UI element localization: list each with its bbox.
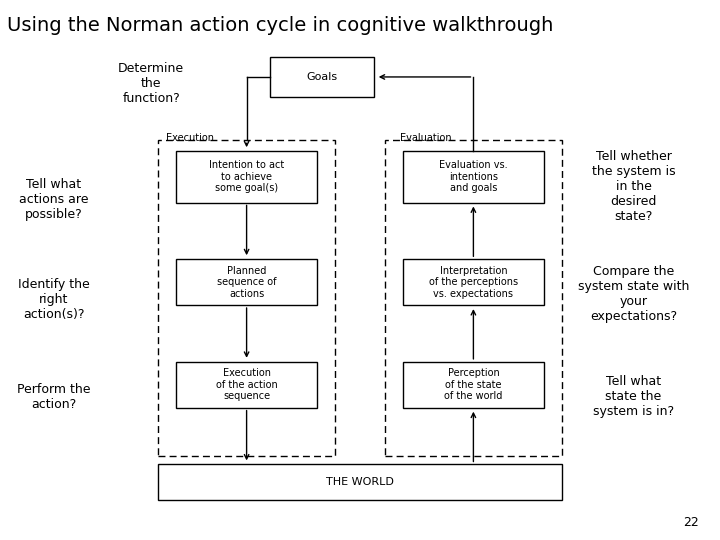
FancyBboxPatch shape	[403, 362, 544, 408]
Text: Execution: Execution	[166, 133, 214, 143]
FancyBboxPatch shape	[176, 362, 317, 408]
FancyBboxPatch shape	[176, 151, 317, 202]
Text: 22: 22	[683, 516, 698, 529]
Text: Compare the
system state with
your
expectations?: Compare the system state with your expec…	[578, 265, 689, 323]
Text: Execution
of the action
sequence: Execution of the action sequence	[216, 368, 277, 401]
Text: Intention to act
to achieve
some goal(s): Intention to act to achieve some goal(s)	[209, 160, 284, 193]
FancyBboxPatch shape	[403, 151, 544, 202]
Text: Evaluation vs.
intentions
and goals: Evaluation vs. intentions and goals	[439, 160, 508, 193]
Text: Perform the
action?: Perform the action?	[17, 383, 91, 411]
Text: Evaluation: Evaluation	[400, 133, 451, 143]
Text: Perception
of the state
of the world: Perception of the state of the world	[444, 368, 503, 401]
FancyBboxPatch shape	[176, 259, 317, 305]
FancyBboxPatch shape	[270, 57, 374, 97]
Text: Using the Norman action cycle in cognitive walkthrough: Using the Norman action cycle in cogniti…	[7, 16, 554, 35]
FancyBboxPatch shape	[403, 259, 544, 305]
FancyBboxPatch shape	[158, 464, 562, 500]
Text: Tell what
actions are
possible?: Tell what actions are possible?	[19, 178, 89, 221]
Text: Goals: Goals	[307, 72, 338, 82]
Text: Planned
sequence of
actions: Planned sequence of actions	[217, 266, 276, 299]
Text: Identify the
right
action(s)?: Identify the right action(s)?	[18, 278, 90, 321]
Text: THE WORLD: THE WORLD	[326, 477, 394, 487]
Text: Tell whether
the system is
in the
desired
state?: Tell whether the system is in the desire…	[592, 150, 675, 223]
Text: Determine
the
function?: Determine the function?	[118, 62, 184, 105]
Text: Tell what
state the
system is in?: Tell what state the system is in?	[593, 375, 674, 418]
Text: Interpretation
of the perceptions
vs. expectations: Interpretation of the perceptions vs. ex…	[429, 266, 518, 299]
